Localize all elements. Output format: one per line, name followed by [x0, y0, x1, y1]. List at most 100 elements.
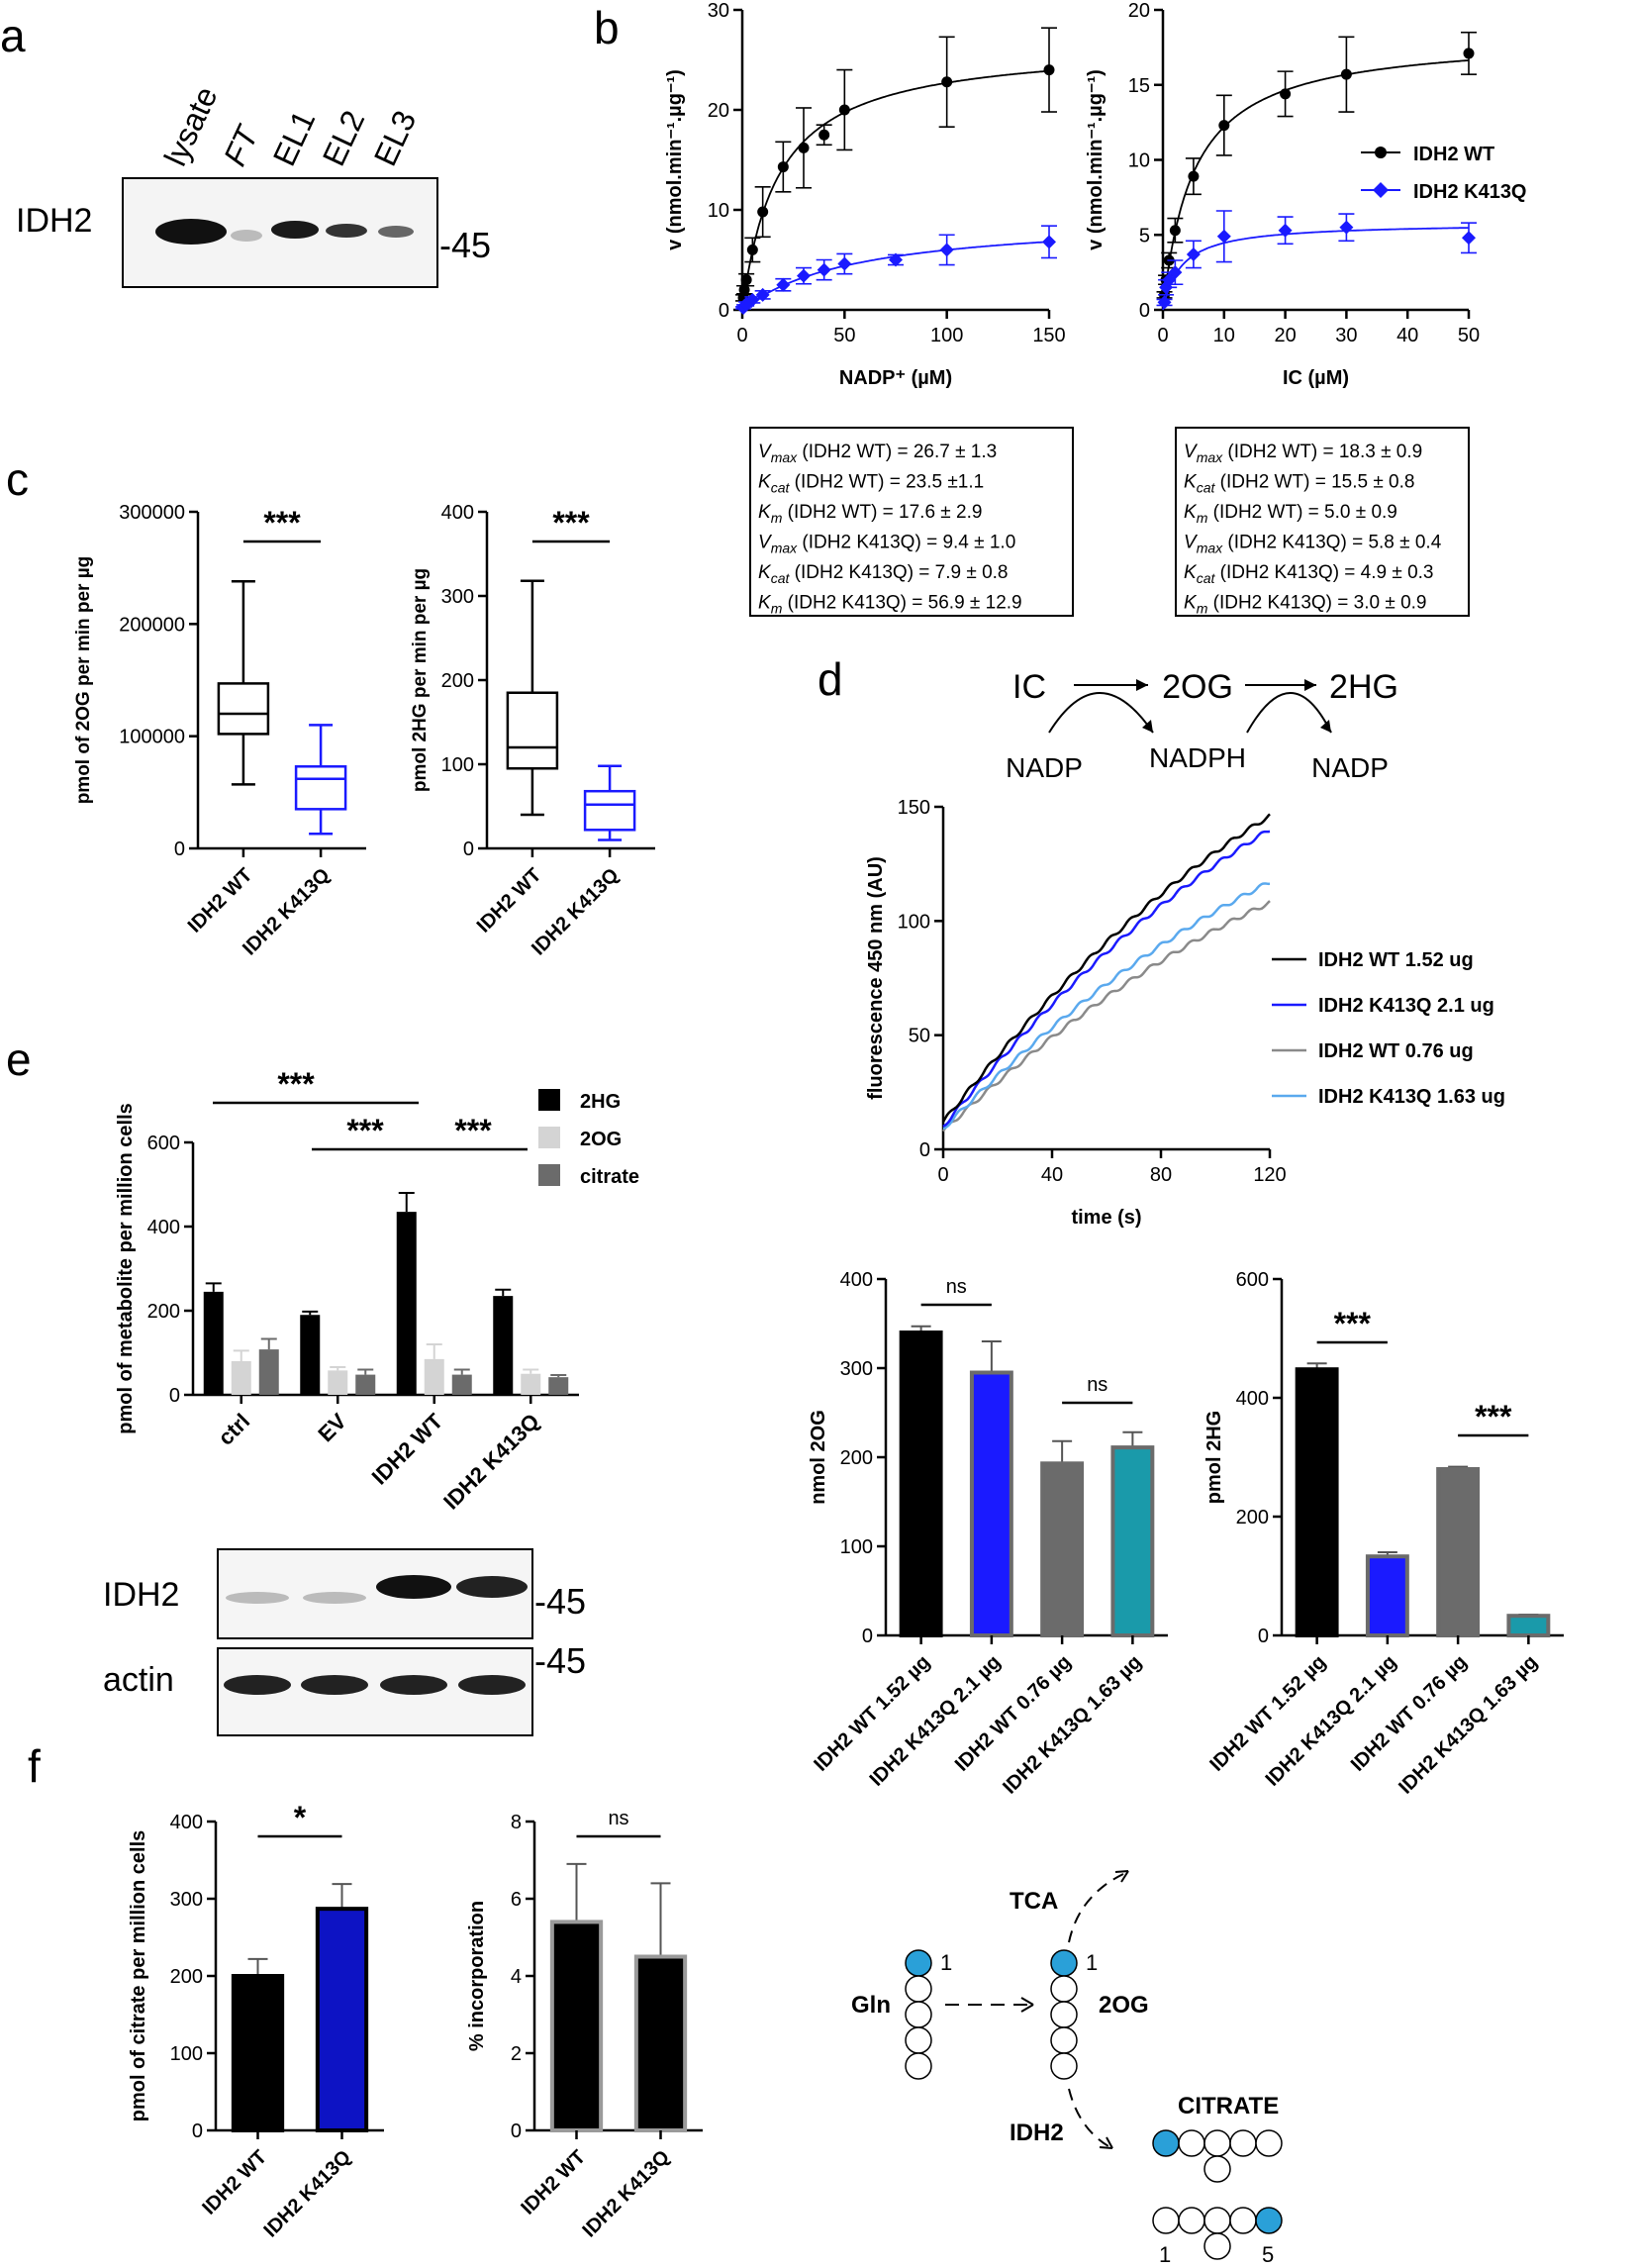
kinetics-line: Km (IDH2 WT) = 17.6 ± 2.9 [758, 502, 982, 526]
y-tick-label: 10 [708, 200, 729, 222]
blot-e-idh2: IDH2 [103, 1576, 179, 1614]
pathway-d: IC 2OG 2HG NADP NADPH NADP [1006, 668, 1398, 783]
blot-a-label: IDH2 [16, 202, 92, 240]
y-tick-label: 0 [174, 838, 185, 860]
y-axis-label: fluorescence 450 nm (AU) [865, 856, 887, 1100]
chart-e-metabolites: 0 200 400 600 pmol of metabolite per million… [115, 1066, 639, 1515]
y-tick-label: 100 [898, 911, 930, 933]
kinetics-line: Vmax (IDH2 K413Q) = 9.4 ± 1.0 [758, 533, 1015, 556]
y-tick-label: 2 [511, 2043, 522, 2065]
legend-label: IDH2 K413Q 2.1 ug [1318, 995, 1494, 1017]
legend-label: IDH2 WT 0.76 ug [1318, 1040, 1474, 1062]
fit-curve-0 [741, 69, 1050, 311]
box [583, 789, 636, 832]
x-tick-label: 30 [1335, 325, 1357, 346]
panel-label-e: e [6, 1034, 32, 1085]
y-tick-label: 6 [511, 1889, 522, 1911]
y-tick-label: 15 [1128, 75, 1150, 97]
legend-swatch [538, 1164, 560, 1186]
kinetics-box-nadp: Vmax (IDH2 WT) = 26.7 ± 1.3 Kcat (IDH2 WT… [749, 427, 1074, 617]
data-point [1218, 120, 1230, 132]
pathway-nadph: NADPH [1149, 742, 1246, 773]
data-point [1463, 48, 1475, 59]
data-point [740, 274, 752, 286]
data-point [797, 268, 811, 283]
sig-label: *** [454, 1113, 492, 1148]
bar [493, 1296, 514, 1395]
band-lysate [155, 219, 227, 245]
bar [231, 1361, 251, 1395]
y-axis-label: pmol 2HG per min per µg [410, 568, 431, 792]
bar [633, 1954, 688, 2132]
data-point [777, 161, 789, 173]
pathway-nadp-1: NADP [1006, 752, 1083, 783]
sig-label: ns [1087, 1374, 1107, 1396]
y-tick-label: 200 [840, 1447, 873, 1469]
pathway-nadp-2: NADP [1311, 752, 1389, 783]
x-tick-label: 40 [1041, 1164, 1063, 1186]
fit-curve-0 [1162, 59, 1470, 311]
bar [1295, 1367, 1339, 1637]
band-e-ev [303, 1592, 366, 1604]
x-tick-label: IDH2 WT [473, 864, 546, 937]
x-tick-label: 120 [1253, 1164, 1286, 1186]
y-tick-label: 600 [147, 1133, 180, 1154]
y-tick-label: 100 [840, 1536, 873, 1558]
y-tick-label: 20 [708, 100, 729, 122]
band-e-k413q [456, 1576, 528, 1598]
y-axis-label: v (nmol.min⁻¹.µg⁻¹) [664, 69, 686, 250]
legend-label: citrate [580, 1166, 639, 1188]
gln-atom-2 [905, 1975, 932, 2003]
y-tick-label: 0 [169, 1385, 180, 1407]
diagram-num-5: 5 [1262, 2242, 1274, 2267]
kinetics-box-ic: Vmax (IDH2 WT) = 18.3 ± 0.9 Kcat (IDH2 WT… [1175, 427, 1470, 617]
kinetics-line: Kcat (IDH2 K413Q) = 7.9 ± 0.8 [758, 562, 1009, 586]
gln-atom-4 [905, 2026, 932, 2054]
lane-label-ft: FT [217, 119, 266, 171]
data-point [1169, 225, 1181, 237]
data-point [889, 252, 903, 267]
bar [549, 1920, 604, 2133]
blot-a: IDH2 -45 lysate FT EL1 EL2 EL3 [16, 81, 491, 288]
sig-label: *** [346, 1113, 384, 1148]
legend-label: IDH2 K413Q 1.63 ug [1318, 1086, 1505, 1108]
y-tick-label: 0 [919, 1139, 930, 1161]
panel-label-c: c [6, 453, 29, 505]
pathway-2hg: 2HG [1329, 668, 1398, 706]
x-tick-label: IDH2 K413Q 1.63 µg [1395, 1651, 1542, 1799]
x-tick-label: EV [313, 1409, 351, 1447]
y-tick-label: 0 [719, 300, 729, 322]
diagram-num-1c: 1 [1159, 2242, 1171, 2267]
x-tick-label: IDH2 K413Q [579, 2146, 675, 2242]
kinetics-line: Km (IDH2 WT) = 5.0 ± 0.9 [1184, 502, 1397, 526]
bar [424, 1358, 444, 1395]
gln-atom-5 [905, 2052, 932, 2080]
box [294, 765, 347, 811]
series-line-1 [942, 830, 1271, 1128]
sig-label: *** [1475, 1399, 1512, 1434]
diagram-f: Gln 1 1 2OG TCA IDH2 CITRATE 1 [851, 1870, 1283, 2267]
y-axis-label: v (nmol.min⁻¹.µg⁻¹) [1085, 69, 1107, 250]
x-tick-label: 10 [1213, 325, 1235, 346]
pathway-ic: IC [1012, 668, 1046, 706]
y-tick-label: 0 [463, 838, 474, 860]
legend-label: IDH2 WT 1.52 ug [1318, 949, 1474, 971]
x-tick-label: IDH2 K413Q 2.1 µg [866, 1651, 1006, 1791]
data-point [1157, 295, 1172, 310]
kinetics-line: Vmax (IDH2 WT) = 18.3 ± 0.9 [1184, 442, 1422, 465]
kinetics-box-border [749, 427, 1074, 617]
citrate-b-5 [1255, 2207, 1283, 2234]
kinetics-line: Kcat (IDH2 K413Q) = 4.9 ± 0.3 [1184, 562, 1434, 586]
x-tick-label: IDH2 K413Q [260, 2146, 356, 2242]
og-atom-1 [1050, 1949, 1078, 1977]
x-tick-label: IDH2 WT [184, 864, 257, 937]
kinetics-box-border [1175, 427, 1470, 617]
bar [355, 1374, 376, 1395]
bar [451, 1374, 472, 1395]
chart-c-2og: 0 100000 200000 300000 pmol of 2OG per min p… [73, 502, 366, 959]
panel-label-b: b [594, 2, 620, 53]
chart-d-fluorescence: 0 50 100 150 fluorescence 450 nm (AU) 0 40 80 12… [865, 797, 1505, 1229]
bar [203, 1291, 224, 1395]
data-point [838, 104, 850, 116]
